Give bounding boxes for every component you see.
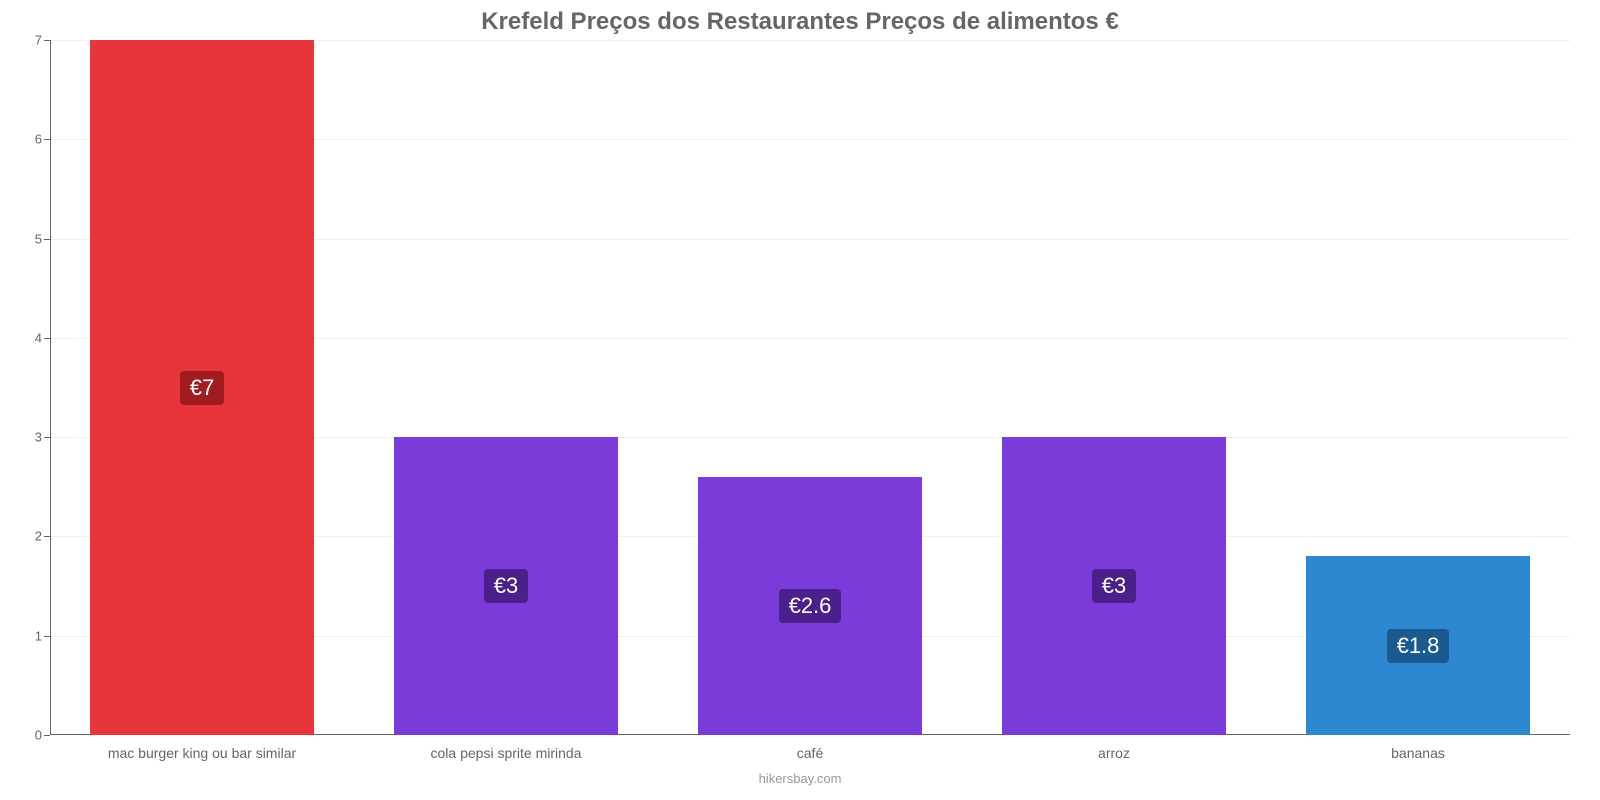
x-tick-label: café [658, 745, 962, 761]
y-axis: 01234567 [20, 40, 50, 735]
x-tick-label: arroz [962, 745, 1266, 761]
bar-slot: €2.6 [658, 40, 962, 735]
y-tick-label: 0 [35, 728, 42, 743]
bar-slot: €7 [50, 40, 354, 735]
y-tick-label: 2 [35, 529, 42, 544]
bar-slot: €1.8 [1266, 40, 1570, 735]
y-tick-label: 5 [35, 231, 42, 246]
bar: €2.6 [698, 477, 923, 735]
y-tick-label: 6 [35, 132, 42, 147]
y-tick-label: 4 [35, 330, 42, 345]
bar-value-label: €3 [1092, 569, 1136, 603]
x-axis-labels: mac burger king ou bar similarcola pepsi… [50, 735, 1570, 761]
bar: €7 [90, 40, 315, 735]
chart-title: Krefeld Preços dos Restaurantes Preços d… [0, 0, 1600, 40]
bar: €3 [394, 437, 619, 735]
x-tick-label: mac burger king ou bar similar [50, 745, 354, 761]
bars-region: €7 €3 €2.6 €3 €1.8 [50, 40, 1570, 735]
chart-footer: hikersbay.com [0, 761, 1600, 800]
y-tick-label: 3 [35, 430, 42, 445]
y-tick-mark [44, 735, 50, 736]
bar-slot: €3 [962, 40, 1266, 735]
x-tick-label: cola pepsi sprite mirinda [354, 745, 658, 761]
bar: €1.8 [1306, 556, 1531, 735]
bar-chart: Krefeld Preços dos Restaurantes Preços d… [0, 0, 1600, 800]
y-tick-label: 1 [35, 628, 42, 643]
bar: €3 [1002, 437, 1227, 735]
x-tick-label: bananas [1266, 745, 1570, 761]
bar-value-label: €3 [484, 569, 528, 603]
y-tick-label: 7 [35, 33, 42, 48]
bar-value-label: €2.6 [779, 589, 842, 623]
bar-value-label: €1.8 [1387, 629, 1450, 663]
plot-area: 01234567 €7€3€2.6€3€1.8 [50, 40, 1570, 735]
bar-value-label: €7 [180, 371, 224, 405]
bar-slot: €3 [354, 40, 658, 735]
